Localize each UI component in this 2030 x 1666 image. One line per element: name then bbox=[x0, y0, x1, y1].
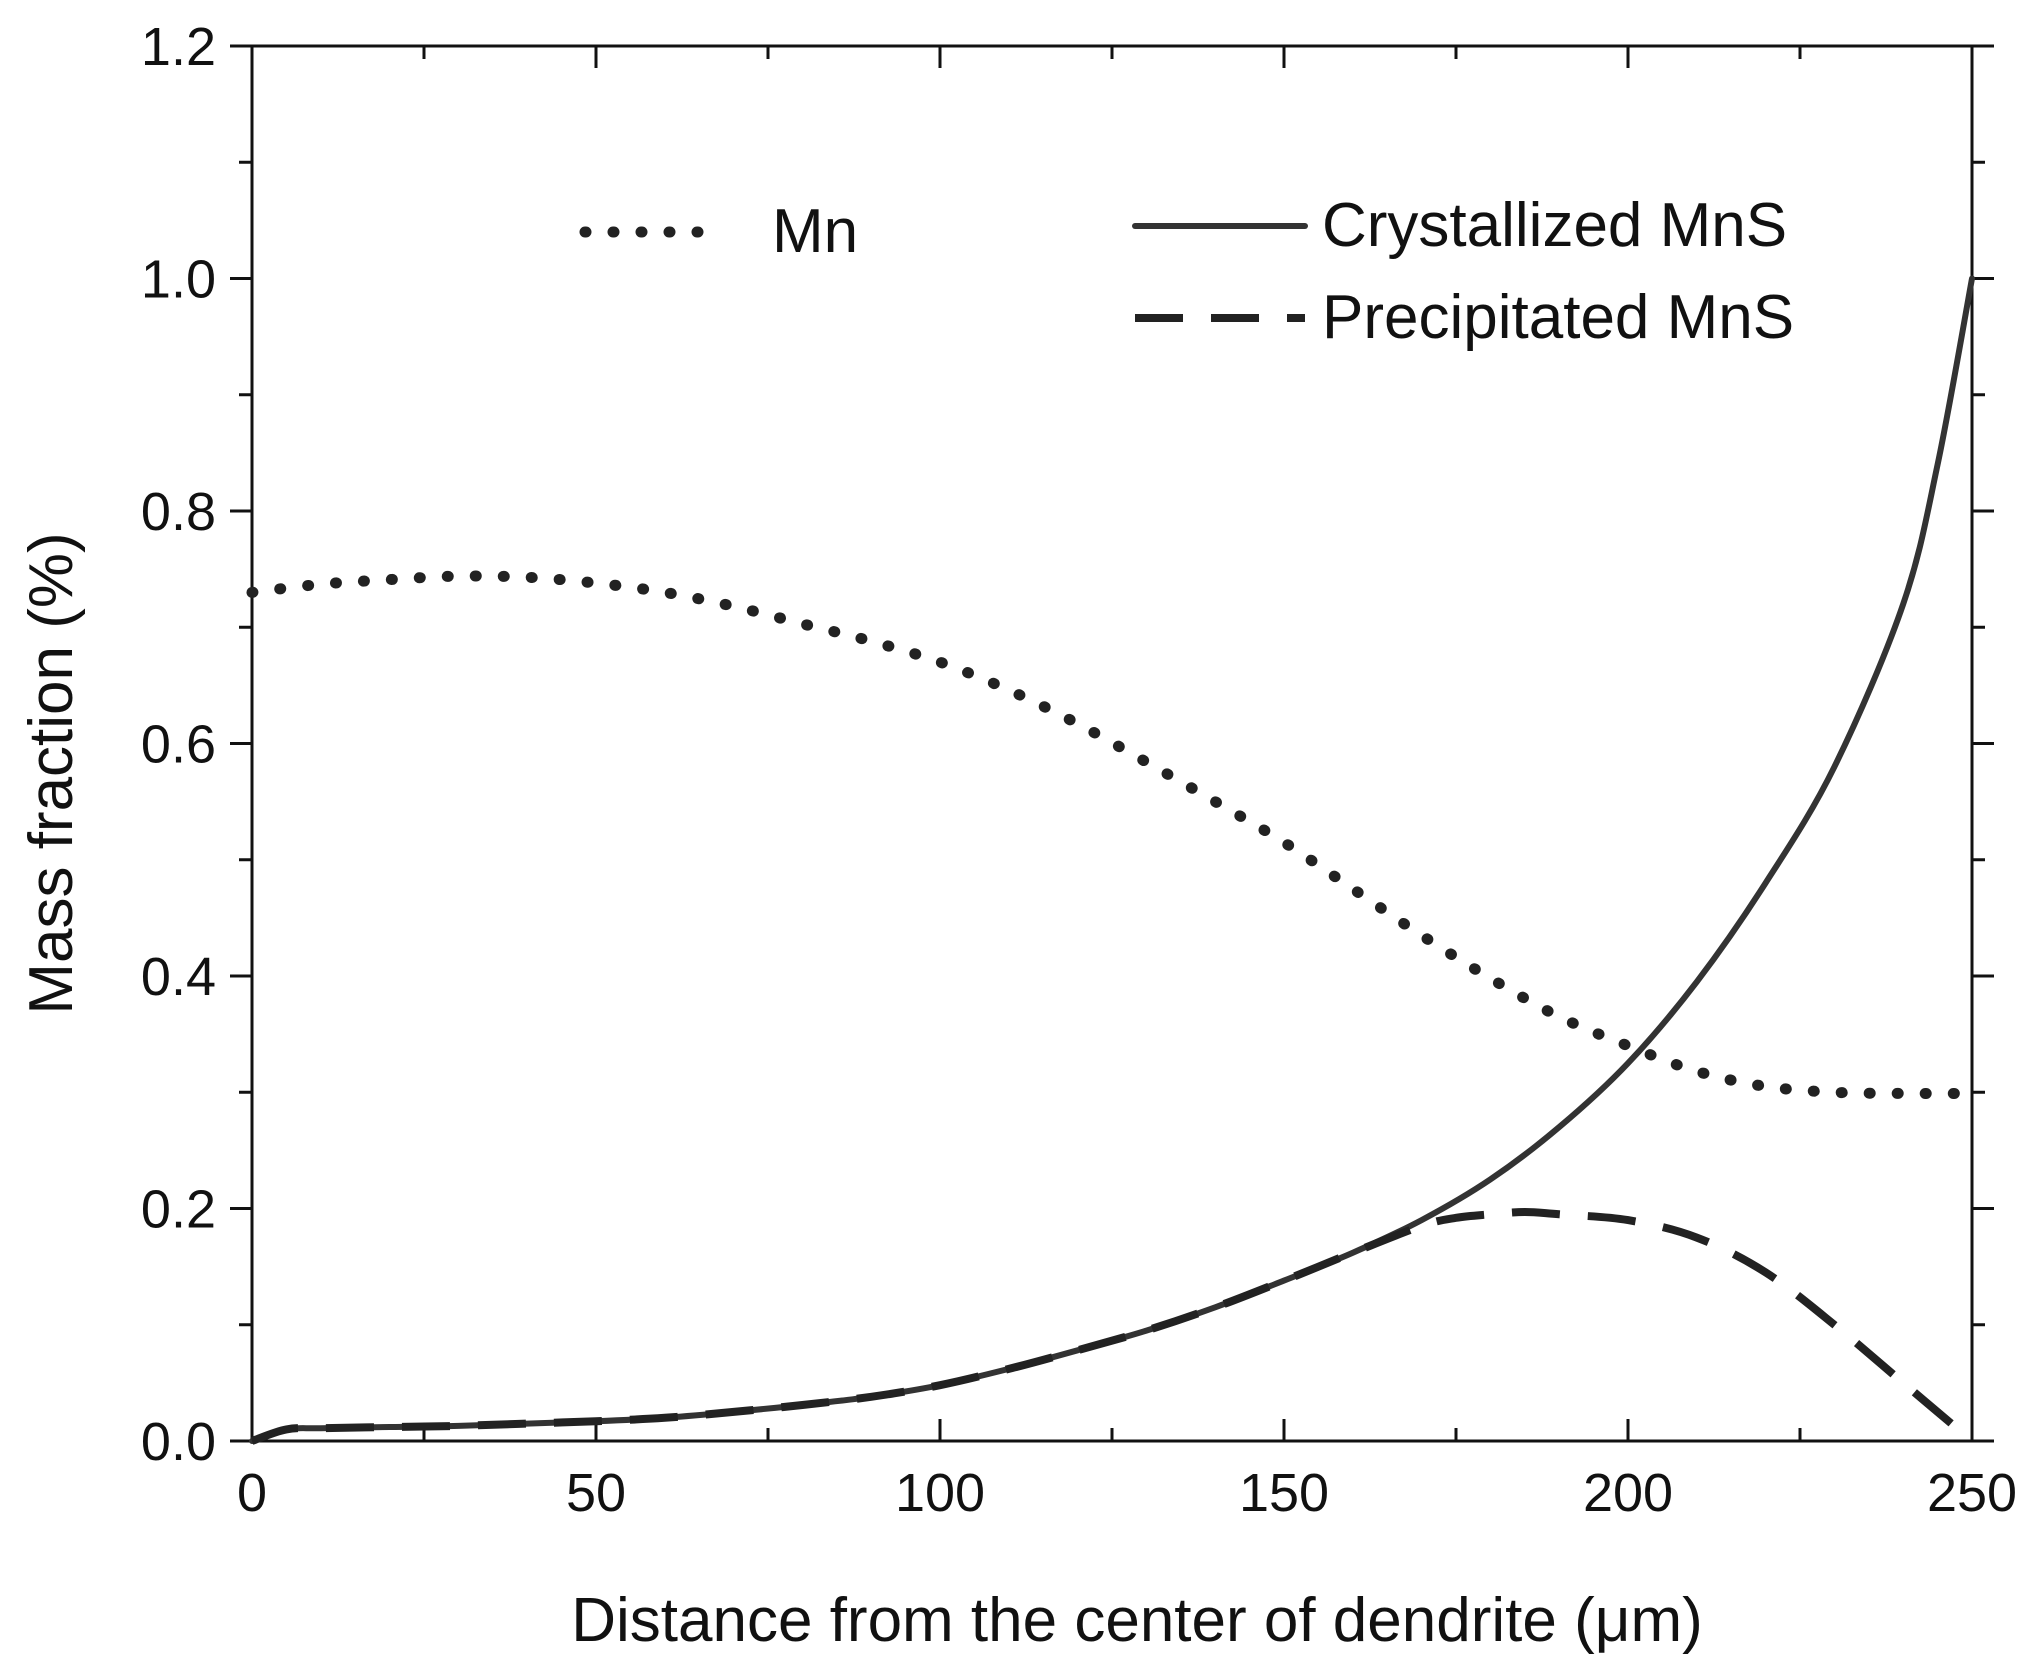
y-tick-label: 0.6 bbox=[141, 715, 216, 775]
x-tick-label: 150 bbox=[1239, 1463, 1329, 1523]
x-tick-label: 100 bbox=[895, 1463, 985, 1523]
legend: Mn Crystallized MnS Precipitated MnS bbox=[579, 191, 1794, 352]
series-line-crystallized-mns bbox=[249, 275, 1975, 1444]
x-tick-label: 0 bbox=[237, 1463, 267, 1523]
legend-label-mn: Mn bbox=[772, 197, 858, 266]
x-axis-title: Distance from the center of dendrite (μm… bbox=[571, 1586, 1703, 1655]
y-tick-label: 1.2 bbox=[141, 17, 216, 77]
y-tick-label: 0.8 bbox=[141, 482, 216, 542]
series-line-precipitated-mns bbox=[250, 1207, 1975, 1445]
x-tick-label: 50 bbox=[566, 1463, 626, 1523]
legend-label-precipitated-mns: Precipitated MnS bbox=[1322, 283, 1794, 352]
series-line-mn bbox=[246, 570, 1978, 1099]
y-tick-label: 0.0 bbox=[141, 1412, 216, 1472]
x-tick-label: 200 bbox=[1583, 1463, 1673, 1523]
y-tick-label: 1.0 bbox=[141, 250, 216, 310]
legend-label-crystallized-mns: Crystallized MnS bbox=[1322, 191, 1787, 260]
y-tick-label: 0.2 bbox=[141, 1180, 216, 1240]
y-axis-title: Mass fraction (%) bbox=[17, 532, 86, 1014]
y-tick-label: 0.4 bbox=[141, 947, 216, 1007]
x-tick-label: 250 bbox=[1927, 1463, 2017, 1523]
